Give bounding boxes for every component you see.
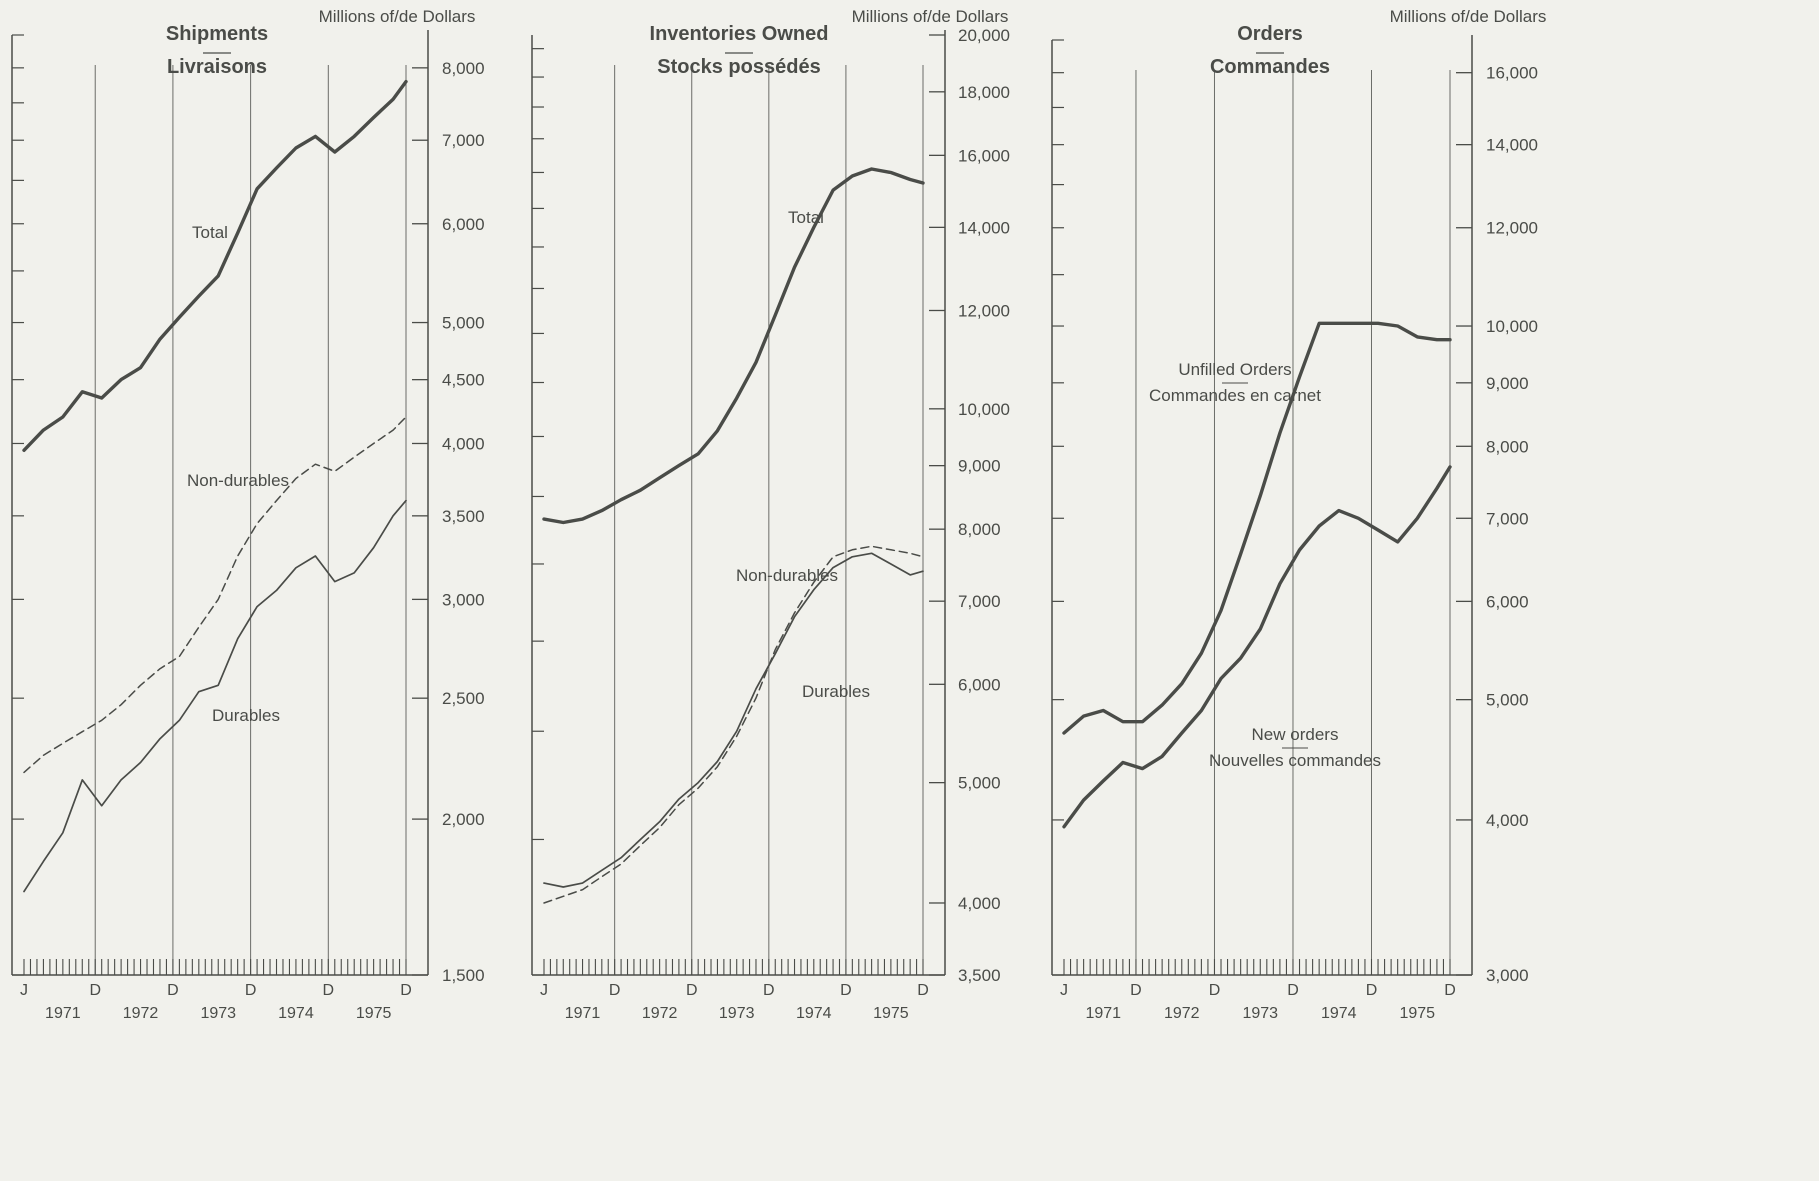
y-tick-label: 8,000 xyxy=(442,59,485,78)
chart-subtitle: Commandes xyxy=(1210,56,1330,78)
chart-subtitle: Stocks possédés xyxy=(657,56,820,78)
year-label: 1972 xyxy=(1164,1005,1200,1022)
series-label: Total xyxy=(192,223,228,242)
month-label: J xyxy=(20,982,28,999)
series-label: Non-durables xyxy=(736,566,838,585)
series-line-durables xyxy=(543,552,924,888)
y-tick-label: 7,000 xyxy=(1486,509,1529,528)
chart-panel-3: 3,000 4,000 5,000 6,000 7,000 8,000 9,000 10,00… xyxy=(1051,7,1547,1022)
y-tick-label: 4,000 xyxy=(1486,811,1529,830)
month-label: D xyxy=(763,982,775,999)
month-label: D xyxy=(1366,982,1378,999)
y-tick-label: 3,500 xyxy=(442,507,485,526)
year-label: 1974 xyxy=(278,1005,314,1022)
y-tick-label: 6,000 xyxy=(1486,592,1529,611)
month-label: D xyxy=(686,982,698,999)
y-tick-label: 4,500 xyxy=(442,371,485,390)
series-label: Durables xyxy=(802,682,870,701)
y-tick-label: 9,000 xyxy=(1486,374,1529,393)
y-tick-label: 1,500 xyxy=(442,966,485,985)
chart-panel-2: 3,500 4,000 5,000 6,000 7,000 8,000 9,000 10,00… xyxy=(531,7,1010,1022)
year-label: 1972 xyxy=(642,1005,678,1022)
y-tick-label: 14,000 xyxy=(1486,136,1538,155)
year-label: 1974 xyxy=(1321,1005,1357,1022)
y-tick-label: 3,000 xyxy=(1486,966,1529,985)
series-label: Durables xyxy=(212,706,280,725)
series-line-non-durables xyxy=(23,416,407,774)
series-label: New orders xyxy=(1252,725,1339,744)
month-label: D xyxy=(917,982,929,999)
chart-subtitle: Livraisons xyxy=(167,56,267,78)
year-label: 1975 xyxy=(356,1005,392,1022)
unit-label: Millions of/de Dollars xyxy=(852,7,1009,26)
y-tick-label: 10,000 xyxy=(958,400,1010,419)
y-tick-label: 7,000 xyxy=(442,131,485,150)
month-label: D xyxy=(400,982,412,999)
y-tick-label: 6,000 xyxy=(442,215,485,234)
year-label: 1975 xyxy=(1399,1005,1435,1022)
y-tick-label: 7,000 xyxy=(958,592,1001,611)
year-label: 1971 xyxy=(1085,1005,1121,1022)
series-label-2: Commandes en carnet xyxy=(1149,386,1321,405)
series-line-unfilled xyxy=(1062,321,1452,735)
month-label: D xyxy=(840,982,852,999)
y-tick-label: 9,000 xyxy=(958,457,1001,476)
y-tick-label: 5,000 xyxy=(1486,691,1529,710)
y-tick-label: 3,000 xyxy=(442,590,485,609)
chart-panel-1: 1,500 2,000 2,500 3,000 3,500 4,000 4,500 5,000… xyxy=(11,7,485,1022)
y-tick-label: 2,000 xyxy=(442,810,485,829)
month-label: D xyxy=(245,982,257,999)
month-label: D xyxy=(167,982,179,999)
month-label: J xyxy=(540,982,548,999)
chart-title: Inventories Owned xyxy=(650,23,829,45)
y-tick-label: 3,500 xyxy=(958,966,1001,985)
y-tick-label: 5,000 xyxy=(442,314,485,333)
series-line-total xyxy=(22,79,408,452)
month-label: D xyxy=(89,982,101,999)
series-line-new xyxy=(1062,465,1452,829)
series-line-non-durables xyxy=(543,545,924,904)
y-tick-label: 16,000 xyxy=(958,146,1010,165)
month-label: D xyxy=(1130,982,1142,999)
series-label: Total xyxy=(788,208,824,227)
year-label: 1973 xyxy=(1242,1005,1278,1022)
month-label: D xyxy=(609,982,621,999)
series-label-2: Nouvelles commandes xyxy=(1209,751,1381,770)
y-tick-label: 12,000 xyxy=(1486,219,1538,238)
y-tick-label: 12,000 xyxy=(958,301,1010,320)
y-tick-label: 20,000 xyxy=(958,26,1010,45)
series-line-total xyxy=(542,167,925,525)
y-tick-label: 8,000 xyxy=(1486,437,1529,456)
month-label: D xyxy=(1209,982,1221,999)
year-label: 1973 xyxy=(719,1005,755,1022)
chart-title: Orders xyxy=(1237,23,1303,45)
y-tick-label: 10,000 xyxy=(1486,317,1538,336)
year-label: 1971 xyxy=(565,1005,601,1022)
y-tick-label: 18,000 xyxy=(958,83,1010,102)
year-label: 1972 xyxy=(123,1005,159,1022)
y-tick-label: 16,000 xyxy=(1486,64,1538,83)
series-label: Unfilled Orders xyxy=(1178,360,1291,379)
year-label: 1973 xyxy=(200,1005,236,1022)
y-tick-label: 14,000 xyxy=(958,218,1010,237)
year-label: 1971 xyxy=(45,1005,81,1022)
y-tick-label: 2,500 xyxy=(442,689,485,708)
month-label: D xyxy=(1287,982,1299,999)
y-tick-label: 8,000 xyxy=(958,520,1001,539)
y-tick-label: 6,000 xyxy=(958,675,1001,694)
unit-label: Millions of/de Dollars xyxy=(319,7,476,26)
month-label: D xyxy=(323,982,335,999)
y-tick-label: 5,000 xyxy=(958,774,1001,793)
month-label: J xyxy=(1060,982,1068,999)
year-label: 1975 xyxy=(873,1005,909,1022)
month-label: D xyxy=(1444,982,1456,999)
series-label: Non-durables xyxy=(187,471,289,490)
year-label: 1974 xyxy=(796,1005,832,1022)
y-tick-label: 4,000 xyxy=(958,894,1001,913)
unit-label: Millions of/de Dollars xyxy=(1390,7,1547,26)
chart-title: Shipments xyxy=(166,23,268,45)
y-tick-label: 4,000 xyxy=(442,434,485,453)
series-line-durables xyxy=(23,499,407,893)
